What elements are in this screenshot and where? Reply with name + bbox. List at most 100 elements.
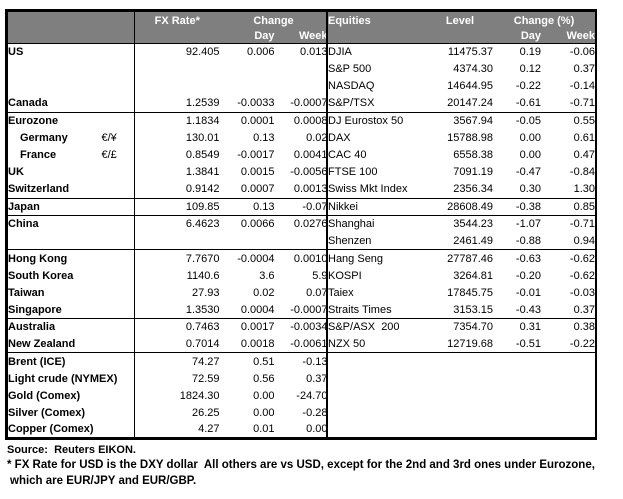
equities-table-row — [327, 370, 596, 387]
fx-label-cell: Germany — [20, 132, 68, 145]
fx-symbol-cell — [101, 387, 135, 405]
fx-label-cell: Brent (ICE) — [8, 355, 66, 368]
fx-table-row: Hong Kong 7.7670 -0.0004 0.0010 — [7, 249, 328, 267]
fx-day-cell: 0.51 — [253, 355, 275, 368]
fx-week-cell: -0.0056 — [290, 166, 328, 179]
fx-day-cell: 0.13 — [253, 132, 275, 145]
fx-rate-cell: 1.1834 — [185, 115, 220, 128]
fx-label-cell: New Zealand — [6, 335, 102, 354]
equities-label-cell: NZX 50 — [327, 335, 427, 354]
fx-rate-cell: 130.01 — [185, 132, 220, 145]
fx-table-row: Singapore 1.3530 0.0004 -0.0007 — [6, 301, 328, 320]
fx-day-cell: 3.6 — [259, 269, 275, 282]
equities-label-cell: Hang Seng — [328, 252, 384, 265]
equities-level-cell: 28608.49 — [427, 198, 493, 216]
equities-table-row: Taiex 17845.75 -0.01 -0.03 — [327, 284, 596, 301]
equities-week-cell: 0.94 — [541, 232, 596, 251]
fx-header-change: Change — [219, 10, 328, 29]
fx-rate-cell: 0.9142 — [134, 181, 220, 199]
fx-day-cell: 0.0015 — [240, 166, 275, 179]
equities-day-cell: -0.51 — [493, 335, 541, 354]
equities-week-cell: -0.22 — [541, 335, 596, 354]
fx-rate-cell: 92.405 — [185, 46, 220, 59]
equities-table-row: DJ Eurostox 50 3567.94 -0.05 0.55 — [327, 112, 596, 129]
fx-day-cell — [220, 61, 275, 78]
equities-week-cell: 0.38 — [573, 321, 595, 334]
fx-symbol-cell — [101, 95, 135, 113]
equities-week-cell — [541, 387, 596, 404]
equities-label-cell: NASDAQ — [328, 80, 375, 93]
equities-table-row: Straits Times 3153.15 -0.43 0.37 — [327, 301, 596, 320]
equities-week-cell — [541, 370, 596, 387]
equities-table-row: Nikkei 28608.49 -0.38 0.85 — [327, 198, 596, 216]
equities-level-cell: 14644.95 — [447, 80, 493, 93]
fx-label-cell: Copper (Comex) — [8, 423, 94, 436]
fx-day-cell — [219, 232, 275, 251]
equities-day-cell: -0.88 — [493, 232, 541, 251]
equities-level-cell — [427, 387, 493, 404]
equities-week-cell: 0.55 — [573, 115, 595, 128]
equities-label-cell: Taiex — [328, 286, 354, 299]
equities-table-row: DJIA 11475.37 0.19 -0.06 — [327, 44, 596, 61]
equities-table-header: Equities Level Change (%) Day Week — [327, 10, 596, 44]
equities-header-blank — [327, 29, 427, 44]
equities-week-cell: -0.62 — [569, 252, 595, 265]
fx-rate-cell: 1824.30 — [179, 389, 220, 402]
fx-table-row: China 6.4623 0.0066 0.0276 — [7, 215, 328, 233]
fx-week-cell: -24.70 — [296, 389, 328, 402]
fx-label-cell — [6, 232, 102, 251]
equities-table-row — [327, 404, 596, 421]
fx-table-row: UK 1.3841 0.0015 -0.0056 — [7, 163, 328, 181]
fx-table-row: Canada 1.2539 -0.0033 -0.0007 — [6, 95, 328, 113]
equities-header-week: Week — [541, 29, 596, 44]
equities-week-cell: 0.85 — [541, 198, 596, 216]
equities-table-row: NZX 50 12719.68 -0.51 -0.22 — [327, 335, 596, 354]
equities-day-cell: -0.20 — [515, 269, 541, 282]
fx-label-cell: Canada — [6, 95, 102, 113]
fx-symbol-cell — [101, 404, 135, 422]
fx-table-row: Germany €/¥ 130.01 0.13 0.02 — [7, 129, 328, 147]
equities-week-cell — [541, 353, 596, 370]
fx-table-row: France €/£ 0.8549 -0.0017 0.0041 — [7, 146, 328, 164]
fx-week-cell: 0.00 — [306, 423, 328, 436]
fx-rate-cell: 72.59 — [191, 372, 220, 385]
equities-table-row — [327, 353, 596, 370]
equities-day-cell: -0.61 — [493, 95, 541, 113]
fx-header-blank — [6, 10, 135, 29]
equities-day-cell: 0.30 — [493, 181, 541, 199]
fx-rate-cell: 1.3841 — [185, 166, 220, 179]
equities-week-cell: -0.71 — [569, 218, 595, 231]
equities-table-row: DAX 15788.98 0.00 0.61 — [327, 129, 596, 146]
equities-day-cell: -0.43 — [493, 301, 541, 320]
fx-rate-cell: 27.93 — [191, 286, 220, 299]
equities-day-cell: -0.47 — [515, 166, 541, 179]
equities-level-cell: 3153.15 — [427, 301, 493, 320]
equities-label-cell: KOSPI — [328, 269, 362, 282]
equities-label-cell: Straits Times — [327, 301, 427, 320]
equities-label-cell — [327, 387, 427, 404]
source-note: Source: Reuters EIKON. — [7, 444, 136, 456]
fx-table-row: Light crude (NYMEX) 72.59 0.56 0.37 — [7, 370, 328, 388]
equities-level-cell — [427, 404, 493, 421]
equities-level-cell: 12719.68 — [427, 335, 493, 354]
fx-symbol-cell — [101, 318, 135, 336]
fx-week-cell: -0.07 — [274, 198, 328, 216]
equities-day-cell — [493, 370, 541, 387]
fx-rate-cell: 6.4623 — [185, 218, 220, 231]
fx-week-cell — [275, 61, 328, 78]
fx-week-cell: -0.0007 — [274, 95, 328, 113]
fx-rate-cell — [135, 61, 220, 78]
equities-label-cell — [327, 353, 427, 370]
fx-day-cell: 0.0018 — [219, 335, 275, 354]
fx-rate-cell: 7.7670 — [185, 252, 220, 265]
equities-level-cell: 27787.46 — [447, 252, 493, 265]
fx-day-cell: 0.00 — [253, 407, 275, 420]
fx-week-cell: -0.28 — [302, 407, 328, 420]
equities-day-cell: -0.22 — [515, 80, 541, 93]
fx-day-cell: 0.0004 — [219, 301, 275, 320]
fx-day-cell: -0.0004 — [237, 252, 275, 265]
fx-day-cell: 0.13 — [219, 198, 275, 216]
equities-week-cell: 0.37 — [541, 301, 596, 320]
equities-level-cell: 17845.75 — [447, 286, 493, 299]
